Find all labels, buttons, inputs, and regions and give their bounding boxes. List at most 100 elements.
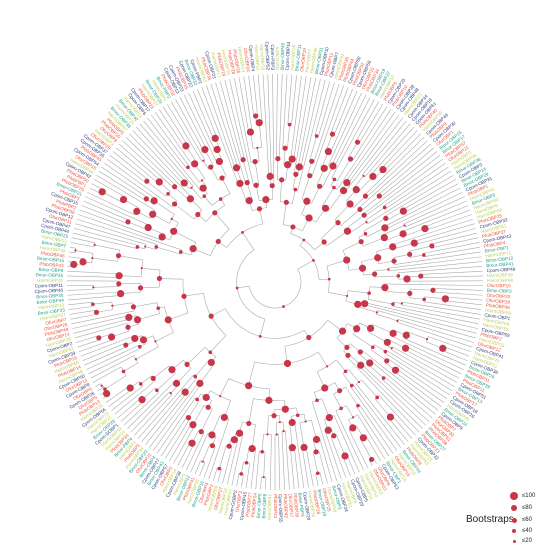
bootstrap-dot	[241, 230, 244, 234]
branch-line	[388, 261, 483, 272]
leaf-label: Bmor-OBP40	[280, 42, 286, 70]
branch-line	[127, 221, 148, 231]
bootstrap-dot	[154, 340, 157, 343]
branch-line	[319, 278, 330, 280]
branch-line	[154, 111, 193, 166]
bootstrap-dot	[198, 429, 204, 435]
legend-label-60: ≤60	[522, 517, 532, 523]
leaf-label: OfurOBP24	[243, 48, 251, 73]
branch-line	[160, 416, 188, 457]
branch-line	[68, 301, 93, 306]
branch-line	[169, 423, 192, 462]
legend-label-80: ≤80	[522, 505, 532, 511]
branch-line	[217, 469, 222, 483]
branch-line	[319, 438, 333, 483]
bootstrap-dot	[156, 306, 161, 311]
bootstrap-dot	[352, 186, 360, 194]
bootstrap-dot	[349, 383, 354, 388]
bootstrap-dot	[256, 146, 259, 149]
branch-line	[70, 242, 95, 248]
bootstrap-dot	[169, 392, 172, 395]
branch-line	[361, 349, 439, 411]
branch-line	[92, 301, 112, 305]
bootstrap-dot	[329, 162, 337, 170]
branch-line	[404, 349, 460, 379]
branch-line	[289, 422, 293, 448]
branch-line	[278, 434, 281, 490]
branch-line	[202, 444, 210, 462]
branch-line	[279, 179, 282, 202]
branch-line	[192, 404, 205, 425]
bootstrap-dot	[321, 239, 327, 245]
branch-line	[361, 195, 380, 212]
branch-line	[309, 135, 317, 161]
bootstrap-dot	[185, 415, 192, 421]
branch-line	[355, 101, 379, 142]
leaf-label: Cpom-PBP3	[270, 44, 275, 70]
branch-line	[393, 254, 410, 258]
branch-line	[357, 414, 386, 459]
bootstrap-dot	[279, 177, 285, 183]
branch-line	[342, 241, 362, 251]
branch-line	[398, 266, 483, 273]
bootstrap-dot	[284, 161, 292, 169]
branch-line	[333, 393, 342, 409]
branch-line	[385, 349, 453, 392]
leaf-label: OfurOBP4	[198, 482, 210, 504]
bootstrap-dot	[383, 215, 389, 221]
bootstrap-dot	[293, 171, 299, 177]
branch-line	[83, 200, 129, 221]
bootstrap-dot	[426, 338, 429, 341]
branch-line	[201, 180, 207, 187]
leaf-label: HarmOBP29	[259, 44, 266, 71]
bootstrap-dot	[315, 398, 319, 403]
branch-line	[380, 151, 438, 198]
branch-line	[219, 378, 229, 397]
leaf-label: HarmOBP64	[483, 317, 510, 327]
branch-line	[297, 260, 314, 270]
bootstrap-dot	[391, 258, 397, 264]
bootstrap-dot	[211, 134, 219, 142]
leaf-label: Cpom-OBP7	[328, 51, 340, 78]
branch-line	[137, 374, 194, 439]
branch-line	[384, 174, 454, 217]
bootstrap-dot	[389, 329, 397, 337]
leaf-label: Cpom-OBP59	[481, 327, 510, 338]
leaf-label: HarmOBP51	[480, 223, 507, 234]
branch-line	[173, 231, 197, 243]
branch-line	[248, 398, 254, 424]
branch-line	[206, 85, 236, 169]
branch-line	[313, 84, 340, 163]
branch-line	[404, 183, 459, 213]
leaf-label: OfurOBP25	[322, 488, 332, 513]
tree-leaf-labels: HarmOBP9 Bmor-OBP40Cpom-OBP14HarmOBP26Bmo…	[34, 41, 515, 523]
branch-line	[410, 254, 424, 258]
leaf-label: HarmOBP46	[309, 47, 319, 74]
bootstrap-dot	[199, 184, 207, 192]
branch-line	[75, 223, 146, 245]
bootstrap-dot	[208, 164, 214, 170]
bootstrap-dot	[275, 433, 278, 436]
leaf-label: Cpom-OBP40	[34, 288, 63, 294]
bootstrap-dot	[138, 382, 143, 386]
branch-line	[93, 286, 119, 288]
leaf-label: HarmOBP71	[485, 250, 512, 258]
legend-row-60: ≤60	[510, 516, 550, 526]
leaf-label: Bmor-OBP18	[317, 489, 328, 517]
branch-line	[287, 74, 293, 125]
bootstrap-dot	[387, 268, 390, 271]
branch-line	[203, 446, 216, 478]
bootstrap-dot	[403, 224, 406, 227]
bootstrap-dot	[380, 234, 388, 242]
branch-line	[407, 331, 428, 340]
branch-line	[358, 143, 431, 209]
branch-line	[363, 218, 386, 232]
branch-line	[326, 92, 362, 170]
branch-line	[319, 472, 324, 485]
bootstrap-dot	[138, 396, 146, 404]
leaf-label: Cpom-OBP14	[285, 41, 292, 70]
bootstrap-dots	[70, 113, 449, 479]
branch-line	[278, 74, 283, 159]
leaf-label: HarmOBP33	[479, 336, 506, 348]
branch-line	[360, 439, 372, 460]
